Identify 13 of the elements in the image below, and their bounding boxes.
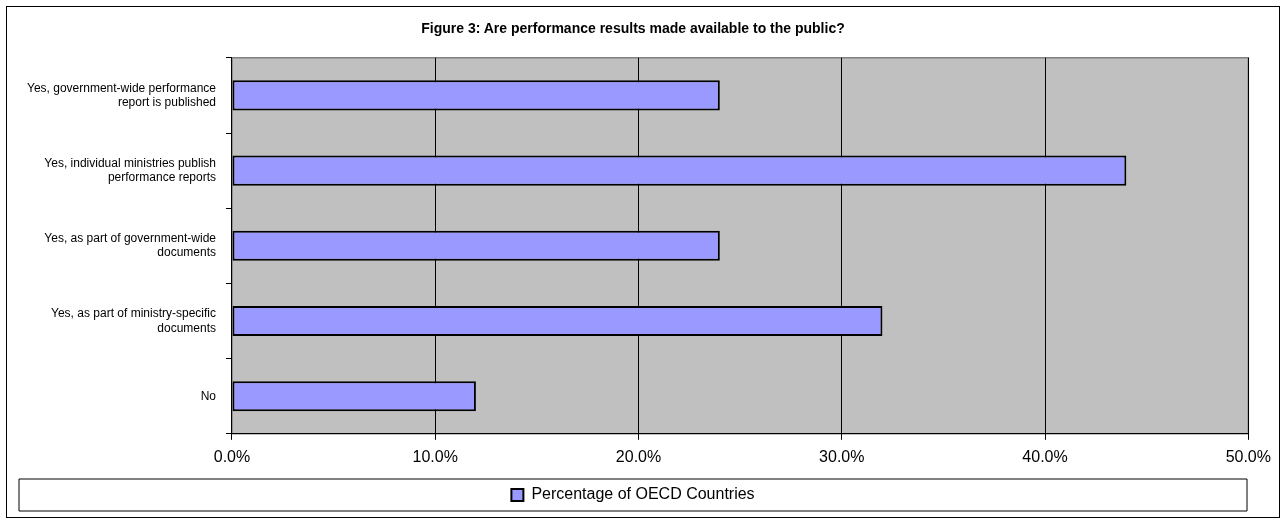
x-tick-label: 10.0% xyxy=(412,447,458,465)
legend-label: Percentage of OECD Countries xyxy=(531,485,755,503)
x-tick-label: 0.0% xyxy=(213,447,251,465)
y-tick-label: No xyxy=(200,388,217,403)
y-tick-label: Yes, as part of ministry-specific documents xyxy=(51,306,216,335)
y-tick-label: Yes, as part of government-wide documents xyxy=(44,230,217,260)
chart-title: Figure 3: Are performance results made available to the public? xyxy=(421,20,845,37)
y-tick-label: Yes, government-wide performance report is published xyxy=(26,80,217,109)
x-tick-label: 30.0% xyxy=(819,447,865,465)
y-tick-label: Yes, individual ministries publish performance reports xyxy=(44,155,216,185)
x-tick-label: 40.0% xyxy=(1022,447,1068,465)
x-tick-label: 20.0% xyxy=(615,447,662,465)
x-tick-label: 50.0% xyxy=(1225,447,1271,465)
